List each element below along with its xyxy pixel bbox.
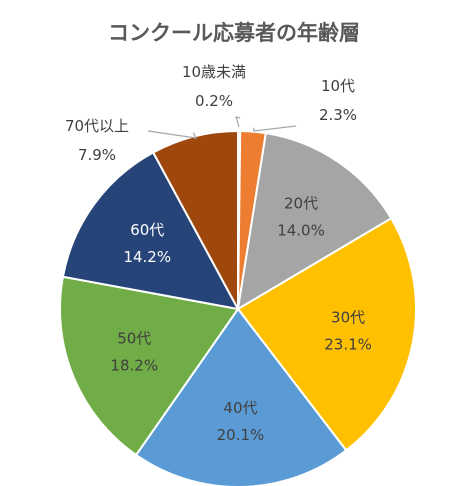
slice-value-label: 14.0% [277, 221, 325, 239]
slice-category-label: 60代 [130, 221, 164, 239]
slice-value-label: 20.1% [217, 426, 265, 444]
slice-value-label: 23.1% [324, 335, 372, 353]
slice-category-label: 50代 [117, 330, 151, 348]
pie-slice [236, 217, 417, 452]
slice-category-label: 20代 [284, 194, 318, 212]
slice-category-label: 40代 [223, 399, 257, 417]
slice-value-label: 14.2% [123, 248, 171, 266]
slice-category-label: 70代以上 [65, 117, 129, 135]
pie-slice [59, 275, 240, 457]
pie-slices [59, 129, 417, 486]
leader-line [147, 130, 198, 139]
slice-category-label: 30代 [331, 308, 365, 326]
pie-slice [151, 129, 239, 310]
pie-slice [61, 151, 240, 311]
slice-labels: 10歳未満 0.2% 10代 2.3% 20代 14.0% 30代 23.1% 40代 20.1%… [65, 63, 372, 444]
slice-value-label: 18.2% [110, 357, 158, 375]
pie-slice [134, 307, 348, 486]
slice-value-label: 2.3% [319, 106, 357, 124]
chart-title: コンクール応募者の年齢層 [108, 21, 360, 45]
pie-slice [236, 132, 393, 311]
slice-value-label: 0.2% [195, 92, 233, 110]
slice-category-label: 10代 [321, 77, 355, 95]
leader-line [252, 125, 297, 132]
slice-category-label: 10歳未満 [182, 63, 246, 81]
slice-value-label: 7.9% [78, 146, 116, 164]
leader-line [235, 116, 241, 128]
leader-lines [147, 116, 297, 139]
